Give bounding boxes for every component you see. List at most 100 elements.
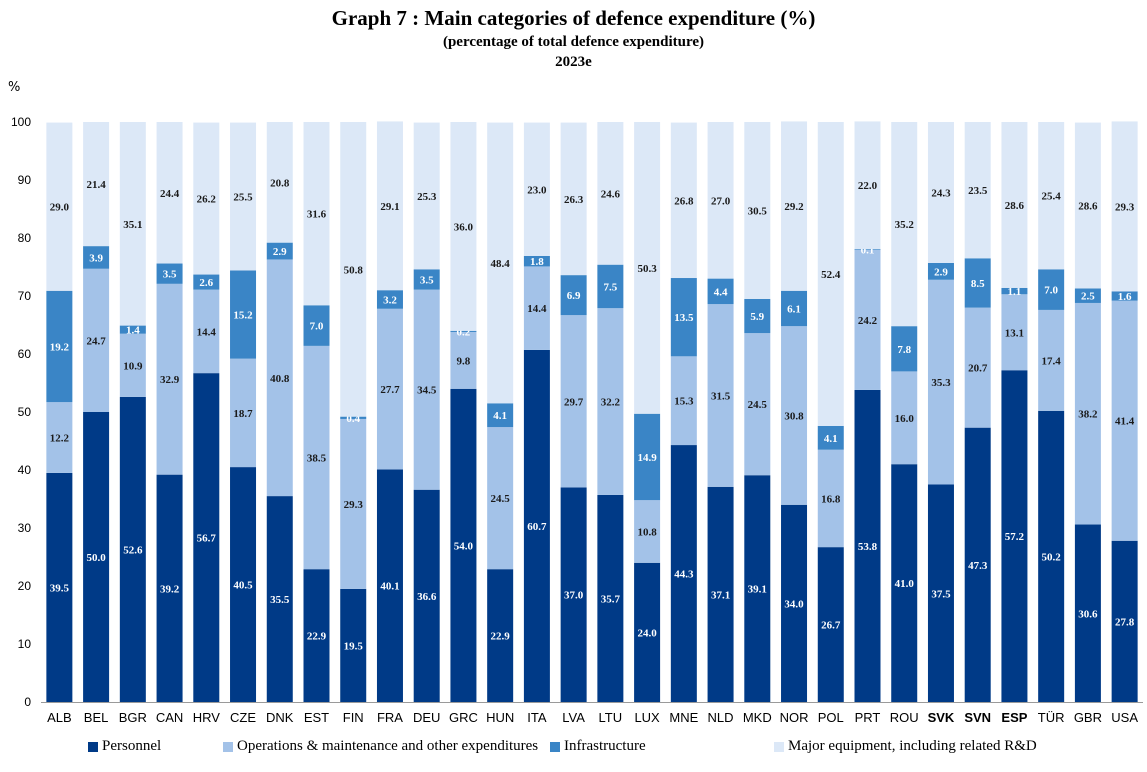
x-category-label: GBR (1074, 710, 1102, 725)
x-category-label: HRV (193, 710, 221, 725)
bar-segment-bgr-series-2 (119, 333, 146, 397)
data-label: 39.5 (50, 582, 70, 594)
bar-segment-lux-series-4 (634, 122, 661, 414)
bar-segment-nor-series-4 (781, 121, 808, 291)
data-label: 13.1 (1005, 327, 1024, 339)
data-label: 29.1 (380, 201, 399, 213)
data-label: 19.5 (344, 640, 364, 652)
bar-segment-pol-series-3 (817, 425, 844, 450)
data-label: 60.7 (527, 521, 547, 533)
data-label: 4.4 (714, 286, 728, 298)
bar-segment-lva-series-4 (560, 122, 587, 276)
bar-segment-fra-series-3 (376, 290, 403, 309)
bar-segment-pol-series-2 (817, 449, 844, 548)
data-label: 7.0 (1044, 285, 1058, 297)
bar-segment-alb-series-3 (46, 290, 73, 403)
bar-segment-deu-series-1 (413, 489, 440, 702)
data-label: 29.7 (564, 396, 584, 408)
x-category-label: LVA (562, 710, 585, 725)
chart-legend: Personnel Operations & maintenance and ot… (88, 738, 1138, 758)
data-label: 37.0 (564, 590, 584, 602)
x-category-label: LUX (634, 710, 660, 725)
bar-segment-ita-series-2 (523, 266, 550, 350)
data-label: 52.6 (123, 544, 143, 556)
data-label: 40.8 (270, 373, 290, 385)
x-category-label: ESP (1001, 710, 1027, 725)
x-category-label: DNK (266, 710, 294, 725)
x-category-label: NLD (708, 710, 734, 725)
bar-segment-tür-series-4 (1038, 122, 1065, 270)
bar-segment-tür-series-3 (1038, 269, 1065, 310)
bar-segment-nld-series-2 (707, 304, 734, 487)
data-label: 20.7 (968, 363, 988, 375)
data-label: 47.3 (968, 560, 988, 572)
x-category-label: BGR (119, 710, 147, 725)
bar-segment-prt-series-3 (854, 249, 881, 250)
bar-segment-usa-series-1 (1111, 540, 1138, 702)
legend-label: Operations & maintenance and other expen… (237, 738, 539, 754)
bar-segment-svk-series-2 (927, 279, 954, 485)
y-tick-label: 10 (18, 637, 32, 651)
bar-segment-dnk-series-1 (266, 496, 293, 702)
x-category-label: MKD (743, 710, 772, 725)
data-label: 27.0 (711, 195, 731, 207)
bar-segment-mne-series-4 (670, 122, 697, 279)
x-category-label: SVK (928, 710, 955, 725)
bar-segment-gbr-series-1 (1074, 524, 1101, 702)
bar-segment-bel-series-2 (83, 268, 110, 412)
bar-segment-gbr-series-3 (1074, 288, 1101, 303)
data-label: 6.1 (787, 303, 801, 315)
bar-segment-fin-series-4 (340, 122, 367, 417)
bar-segment-svn-series-2 (964, 307, 991, 428)
data-label: 3.5 (420, 274, 434, 286)
bar-segment-bgr-series-3 (119, 325, 146, 334)
legend-item: Personnel (88, 738, 161, 755)
bar-segment-rou-series-3 (891, 326, 918, 372)
x-category-label: HUN (486, 710, 514, 725)
legend-item: Major equipment, including related R&D (774, 738, 1037, 755)
data-label: 3.5 (163, 269, 177, 281)
x-category-label: ALB (47, 710, 72, 725)
data-label: 26.3 (564, 194, 584, 206)
data-label: 13.5 (674, 312, 694, 324)
data-label: 1.4 (126, 325, 140, 337)
data-label: 27.8 (1115, 616, 1135, 628)
bar-segment-grc-series-1 (450, 388, 477, 702)
y-tick-label: 60 (18, 347, 32, 361)
bar-segment-bel-series-4 (83, 122, 110, 247)
data-label: 14.9 (637, 452, 657, 464)
chart-title-block: Graph 7 : Main categories of defence exp… (0, 4, 1147, 72)
data-label: 32.9 (160, 374, 180, 386)
data-label: 24.7 (86, 335, 106, 347)
x-category-label: ITA (527, 710, 547, 725)
data-label: 38.2 (1078, 409, 1098, 421)
bar-segment-est-series-3 (303, 305, 330, 346)
chart-title: Graph 7 : Main categories of defence exp… (331, 6, 816, 30)
data-label: 14.4 (527, 303, 547, 315)
bar-segment-fin-series-1 (340, 588, 367, 702)
data-label: 30.6 (1078, 608, 1098, 620)
bar-segment-alb-series-2 (46, 402, 73, 473)
data-label: 50.3 (637, 263, 657, 275)
data-label: 30.8 (784, 410, 804, 422)
x-category-label: USA (1111, 710, 1138, 725)
bar-segment-hun-series-4 (487, 122, 514, 404)
bar-segment-mne-series-1 (670, 445, 697, 702)
data-label: 57.2 (1005, 531, 1025, 543)
data-label: 41.4 (1115, 416, 1135, 428)
chart-subtitle: (percentage of total defence expenditure… (442, 34, 705, 50)
data-label: 6.9 (567, 290, 581, 302)
x-category-label: NOR (780, 710, 809, 725)
y-tick-label: 30 (18, 521, 32, 535)
x-category-label: DEU (413, 710, 440, 725)
x-category-label: CZE (230, 710, 256, 725)
bar-segment-ita-series-1 (523, 349, 550, 702)
bar-segment-cze-series-2 (230, 358, 257, 468)
data-label: 26.8 (674, 195, 694, 207)
bar-segment-fra-series-2 (376, 308, 403, 470)
x-category-label: SVN (964, 710, 991, 725)
x-category-label: CAN (156, 710, 183, 725)
bar-segment-mkd-series-2 (744, 333, 771, 476)
bar-segment-ltu-series-1 (597, 494, 624, 702)
bar-segment-alb-series-1 (46, 472, 73, 702)
